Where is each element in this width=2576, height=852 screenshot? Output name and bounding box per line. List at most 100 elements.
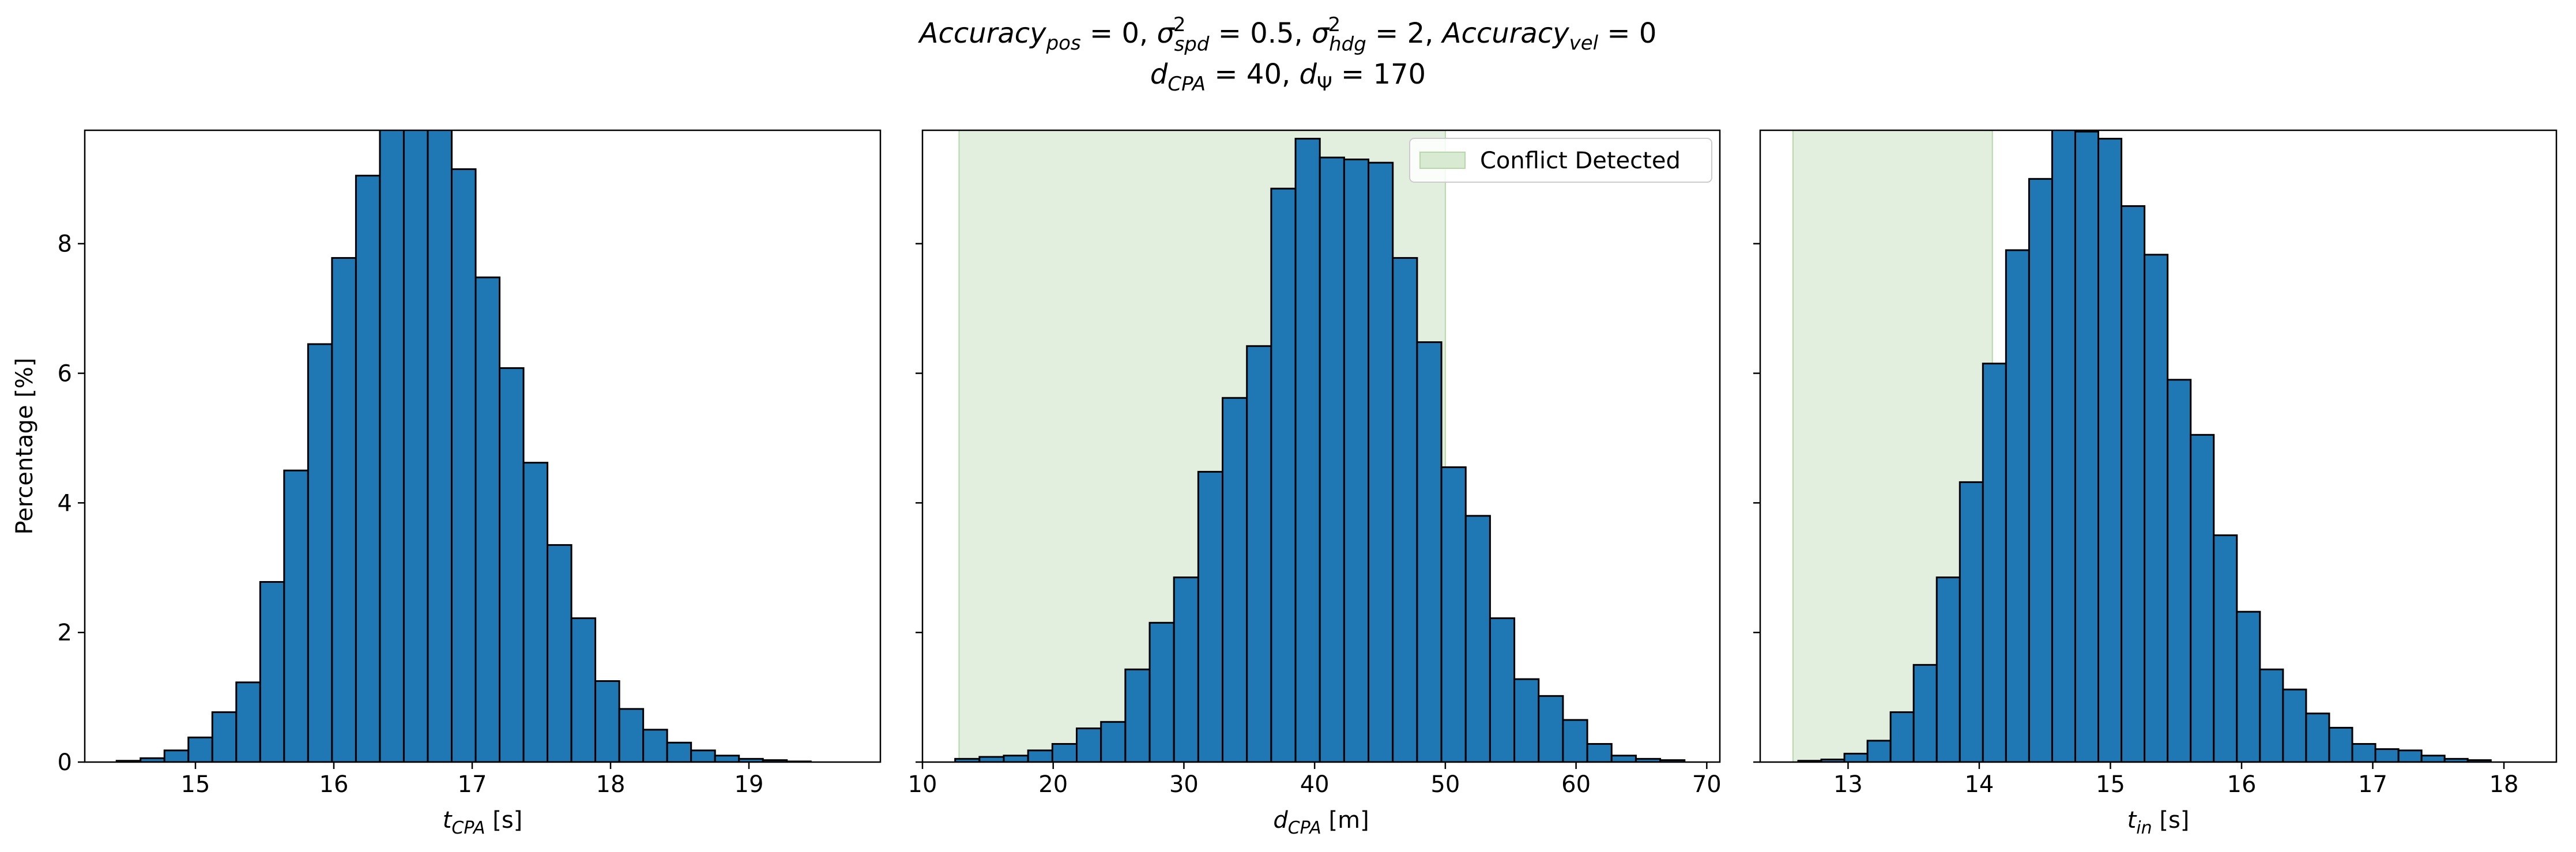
- histogram-bar: [379, 130, 405, 762]
- histogram-bar: [1246, 345, 1272, 762]
- y-axis-label: Percentage [%]: [12, 358, 38, 535]
- histogram-bar: [331, 257, 357, 762]
- axes-frame: [921, 129, 1721, 763]
- histogram-bar: [1148, 621, 1175, 762]
- histogram-bar: [1489, 617, 1516, 762]
- histogram-bar: [2167, 379, 2192, 762]
- histogram-bar: [1076, 727, 1102, 762]
- histogram-bar: [450, 168, 477, 762]
- histogram-bar: [2305, 712, 2330, 762]
- histogram-bar: [2259, 668, 2284, 762]
- histogram-panel-3: 13 14 15 16 17 18 tin [s]: [1753, 129, 2558, 838]
- histogram-bar: [1843, 752, 1869, 762]
- x-axis-label: tin [s]: [2127, 807, 2190, 838]
- histogram-bar: [2005, 249, 2030, 762]
- x-tick-label: 17: [458, 771, 487, 798]
- histogram-bar: [1866, 740, 1892, 762]
- x-tick-label: 19: [735, 771, 764, 798]
- x-tick-label: 20: [1038, 771, 1068, 798]
- plot-area: [954, 130, 1686, 762]
- histogram-bar: [1124, 668, 1151, 762]
- histogram-bar: [2121, 205, 2146, 762]
- histogram-bar: [2144, 254, 2169, 762]
- histogram-bar: [474, 276, 501, 762]
- histogram-bar: [570, 617, 597, 762]
- axes-frame: [1759, 129, 2558, 763]
- y-tick-label: 0: [58, 749, 72, 776]
- histogram-bar: [1586, 743, 1613, 762]
- histogram-bar: [427, 130, 453, 762]
- plot-area: [1792, 130, 2492, 762]
- histogram-bar: [2236, 610, 2261, 762]
- x-tick-label: 17: [2358, 771, 2387, 798]
- x-tick-label: 30: [1169, 771, 1199, 798]
- histogram-bar: [2351, 743, 2377, 762]
- x-axis-label: tCPA [s]: [443, 807, 523, 838]
- histogram-bar: [522, 462, 549, 762]
- histogram-bar: [235, 681, 261, 762]
- histogram-bar: [2028, 178, 2053, 762]
- histogram-bar: [211, 711, 238, 762]
- x-tick-label: 18: [2490, 771, 2519, 798]
- histogram-bar: [1935, 576, 1961, 762]
- histogram-bar: [1416, 341, 1443, 762]
- histogram-bar: [1538, 695, 1564, 762]
- histogram-bar: [1440, 466, 1467, 762]
- histogram-bar: [1222, 397, 1248, 762]
- histogram-bar: [2282, 688, 2307, 762]
- histogram-bar: [2374, 748, 2400, 762]
- histogram-bar: [1003, 755, 1029, 762]
- histogram-bar: [499, 367, 525, 762]
- x-tick-label: 16: [2227, 771, 2257, 798]
- histogram-bar: [2420, 755, 2446, 762]
- histogram-bar: [978, 756, 1005, 762]
- legend-swatch: [1419, 152, 1466, 169]
- histogram-bar: [307, 343, 333, 762]
- histogram-bar: [2097, 138, 2123, 762]
- histogram-bar: [402, 130, 429, 762]
- histogram-panels: 15 16 17 18 19 0 2 4 6 8 tCPA [s] Percentage [%] 10 2…: [12, 129, 2558, 838]
- legend-label: Conflict Detected: [1480, 148, 1681, 174]
- x-tick-label: 14: [1964, 771, 1994, 798]
- histogram-bar: [1294, 138, 1321, 762]
- histogram-bar: [163, 749, 190, 762]
- histogram-bar: [2190, 433, 2215, 762]
- y-tick-label: 6: [58, 361, 72, 387]
- histogram-panel-1: 15 16 17 18 19 0 2 4 6 8 tCPA [s] Percentage [%]: [12, 129, 882, 838]
- figure-title-line-1: Accuracypos = 0, σ2 spd = 0.5, σ2 hdg = 2,…: [918, 13, 1657, 56]
- histogram-bar: [1392, 257, 1418, 762]
- histogram-bar: [2397, 749, 2423, 762]
- histogram-bar: [690, 749, 716, 762]
- histogram-bar: [1982, 363, 2007, 762]
- histogram-bar: [355, 175, 381, 762]
- histogram-bar: [1051, 743, 1078, 762]
- x-tick-label: 70: [1692, 771, 1722, 798]
- figure-title-line-2: dCPA = 40, dΨ = 170: [1150, 58, 1426, 96]
- histogram-bar: [547, 544, 573, 762]
- histogram-bar: [2328, 726, 2353, 762]
- plot-area: [115, 130, 812, 762]
- x-tick-label: 10: [908, 771, 937, 798]
- legend-box: [1409, 138, 1712, 183]
- x-tick-label: 13: [1833, 771, 1863, 798]
- x-axis-label: dCPA [m]: [1273, 807, 1369, 838]
- histogram-bar: [714, 755, 740, 762]
- y-tick-label: 4: [58, 490, 72, 517]
- x-tick-label: 15: [2096, 771, 2125, 798]
- histogram-bar: [1368, 161, 1394, 762]
- histogram-bar: [642, 729, 668, 762]
- histogram-bar: [666, 741, 692, 762]
- x-tick-label: 16: [319, 771, 349, 798]
- x-tick-label: 18: [596, 771, 626, 798]
- histogram-bar: [1319, 156, 1345, 762]
- histogram-bar: [618, 708, 645, 762]
- histogram-bar: [2074, 130, 2100, 762]
- histogram-bar: [1912, 663, 1938, 762]
- x-tick-label: 50: [1430, 771, 1460, 798]
- histogram-bar: [1464, 515, 1491, 762]
- axes-frame: [84, 129, 882, 763]
- histogram-bar: [1027, 749, 1053, 762]
- histogram-bar: [1343, 159, 1370, 762]
- histogram-bar: [1889, 711, 1915, 762]
